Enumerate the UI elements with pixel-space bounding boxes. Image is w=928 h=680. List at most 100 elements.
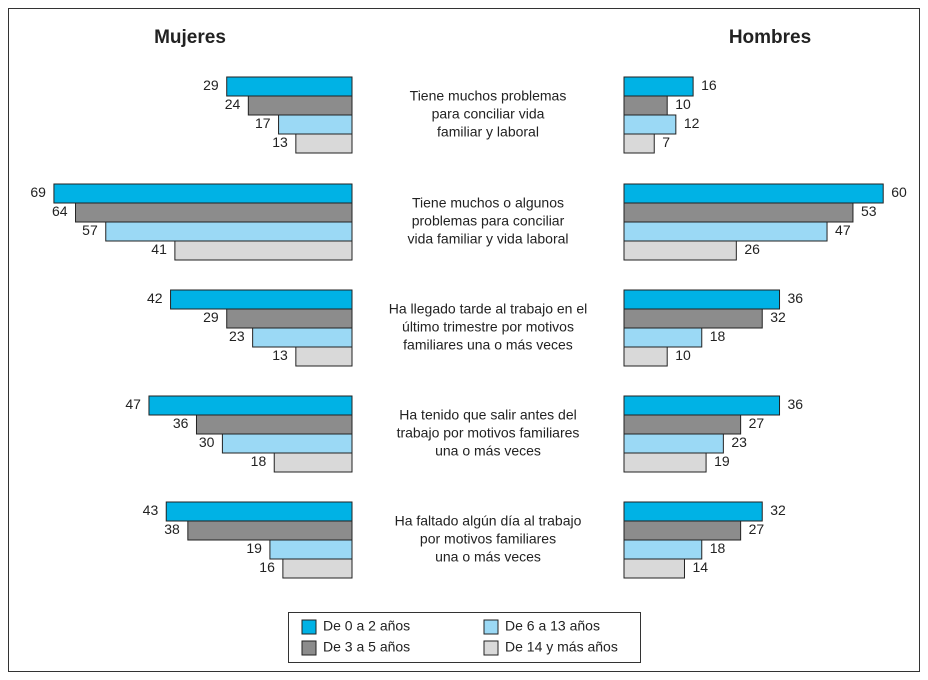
category-label: problemas para conciliar <box>412 213 565 229</box>
value-label: 7 <box>662 134 670 150</box>
legend-swatch <box>483 640 499 656</box>
bar <box>174 240 353 261</box>
value-label: 24 <box>225 96 241 112</box>
bar <box>195 414 353 435</box>
value-label: 38 <box>164 521 180 537</box>
bar <box>273 452 353 473</box>
category-label: Ha faltado algún día al trabajo <box>395 513 582 529</box>
value-label: 30 <box>199 434 215 450</box>
category-label: Tiene muchos problemas <box>410 88 567 104</box>
value-label: 29 <box>203 77 219 93</box>
value-label: 16 <box>259 559 275 575</box>
category-label: por motivos familiares <box>420 531 556 547</box>
bar <box>623 327 703 348</box>
legend-swatch <box>301 640 317 656</box>
value-label: 42 <box>147 290 163 306</box>
bar <box>623 501 763 522</box>
bar <box>170 289 353 310</box>
legend-swatch <box>483 619 499 635</box>
bar <box>295 346 353 367</box>
bar <box>623 308 763 329</box>
bar <box>623 558 685 579</box>
value-label: 57 <box>82 222 98 238</box>
value-label: 13 <box>272 347 288 363</box>
value-label: 36 <box>173 415 189 431</box>
value-label: 13 <box>272 134 288 150</box>
frame <box>8 8 920 672</box>
value-label: 19 <box>714 453 730 469</box>
category-label: Ha tenido que salir antes del <box>399 407 576 423</box>
legend-box <box>288 612 641 663</box>
value-label: 36 <box>788 290 804 306</box>
legend-label: De 14 y más años <box>505 639 618 655</box>
category-label: para conciliar vida <box>432 106 545 122</box>
bar <box>623 202 854 223</box>
bar <box>623 452 707 473</box>
value-label: 18 <box>710 328 726 344</box>
bar <box>623 240 737 261</box>
value-label: 32 <box>770 309 786 325</box>
value-label: 41 <box>151 241 167 257</box>
panel-title: Hombres <box>729 27 811 48</box>
category-label: último trimestre por motivos <box>402 319 574 335</box>
bar <box>623 221 828 242</box>
legend-label: De 6 a 13 años <box>505 618 600 634</box>
bar <box>623 395 781 416</box>
bar <box>295 133 353 154</box>
category-label: familiares una o más veces <box>403 337 573 353</box>
value-label: 18 <box>710 540 726 556</box>
category-label: vida familiar y vida laboral <box>407 231 568 247</box>
bar <box>165 501 353 522</box>
category-label: familiar y laboral <box>437 124 539 140</box>
value-label: 69 <box>30 184 46 200</box>
value-label: 36 <box>788 396 804 412</box>
category-label: Ha llegado tarde al trabajo en el <box>389 301 587 317</box>
bar <box>269 539 353 560</box>
value-label: 27 <box>749 521 765 537</box>
value-label: 47 <box>125 396 141 412</box>
bar <box>623 133 655 154</box>
bar <box>282 558 353 579</box>
value-label: 26 <box>744 241 760 257</box>
bar <box>623 539 703 560</box>
value-label: 27 <box>749 415 765 431</box>
panel-title: Mujeres <box>154 27 226 48</box>
bar <box>623 76 694 97</box>
bar <box>623 95 668 116</box>
bar <box>623 414 742 435</box>
value-label: 47 <box>835 222 851 238</box>
bar <box>221 433 353 454</box>
bar <box>148 395 353 416</box>
bar <box>105 221 353 242</box>
category-label: una o más veces <box>435 549 541 565</box>
value-label: 19 <box>246 540 262 556</box>
value-label: 10 <box>675 347 691 363</box>
bar <box>623 346 668 367</box>
legend-label: De 3 a 5 años <box>323 639 410 655</box>
value-label: 23 <box>731 434 747 450</box>
bar <box>278 114 353 135</box>
bar <box>226 308 353 329</box>
bar <box>623 183 884 204</box>
category-label: Tiene muchos o algunos <box>412 195 564 211</box>
value-label: 60 <box>891 184 907 200</box>
value-label: 17 <box>255 115 271 131</box>
value-label: 32 <box>770 502 786 518</box>
value-label: 53 <box>861 203 877 219</box>
legend-label: De 0 a 2 años <box>323 618 410 634</box>
value-label: 12 <box>684 115 700 131</box>
bar <box>53 183 353 204</box>
value-label: 16 <box>701 77 717 93</box>
value-label: 23 <box>229 328 245 344</box>
value-label: 29 <box>203 309 219 325</box>
value-label: 10 <box>675 96 691 112</box>
bar <box>75 202 353 223</box>
category-label: una o más veces <box>435 443 541 459</box>
legend-swatch <box>301 619 317 635</box>
value-label: 64 <box>52 203 68 219</box>
bar <box>226 76 353 97</box>
value-label: 43 <box>143 502 159 518</box>
bar <box>623 289 781 310</box>
bar <box>252 327 353 348</box>
